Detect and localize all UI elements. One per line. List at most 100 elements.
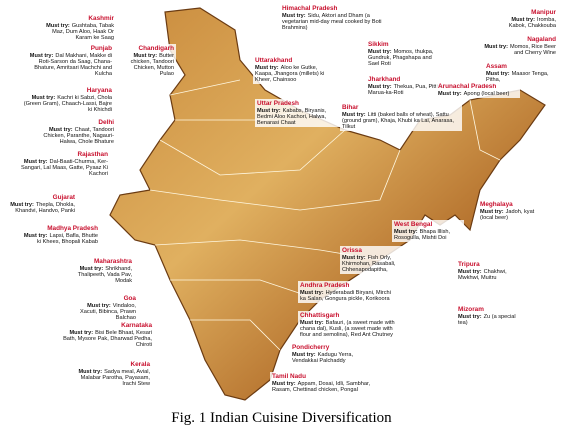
region-name: Uttarakhand xyxy=(255,57,293,64)
region-name: Punjab xyxy=(90,45,112,52)
region-name: Madhya Pradesh xyxy=(47,225,98,232)
region-label: Kerala Must try: Sadya meal, Avial, Malaba… xyxy=(70,360,152,389)
caption: Fig. 1 Indian Cuisine Diversification xyxy=(171,410,392,426)
must-try-label: Must try: xyxy=(29,52,54,59)
region-label: Karnataka Must try: Bisi Bele Bhaat, Kesar… xyxy=(58,321,154,350)
region-name: Assam xyxy=(486,63,507,70)
region-name: Nagaland xyxy=(527,36,556,43)
region-label: West Bengal Must try: Bhapa Illish, Rosogu… xyxy=(392,220,464,243)
dishes: Apong (local beer) xyxy=(463,90,510,97)
must-try-label: Must try: xyxy=(480,208,504,215)
must-try-label: Must try: xyxy=(511,16,536,23)
dishes: Bisi Bele Bhaat, Kesari Bath, Mysore Pak… xyxy=(63,329,152,349)
region-label: Bihar Must try: Litti (baked balls of whea… xyxy=(340,103,462,132)
region-name: Meghalaya xyxy=(480,201,513,208)
region-label: Uttar Pradesh Must try: Kababs, Biryanis, … xyxy=(255,99,341,128)
region-label: Nagaland Must try: Momos, Rice Beer and Ch… xyxy=(472,35,558,58)
dishes: Butter chicken, Tandoori Chicken, Mutton… xyxy=(130,52,174,78)
region-name: Karnataka xyxy=(121,322,152,329)
region-label: Chhattisgarh Must try: Bafauri, (a sweet m… xyxy=(298,311,402,340)
must-try-label: Must try: xyxy=(133,52,158,59)
must-try-label: Must try: xyxy=(79,265,104,272)
region-label: Rajasthan Must try: Dal-Baati-Churma, Ker-… xyxy=(14,150,110,179)
dishes: Bafauri, (a sweet made with chana dal), … xyxy=(300,319,395,339)
must-try-label: Must try: xyxy=(23,232,48,239)
must-try-label: Must try: xyxy=(78,368,103,375)
region-label: Chandigarh Must try: Butter chicken, Tando… xyxy=(120,44,176,79)
region-name: Uttar Pradesh xyxy=(257,100,299,107)
must-try-label: Must try: xyxy=(368,48,392,55)
must-try-label: Must try: xyxy=(342,254,366,261)
dishes: Gushtaba, Tabak Maz, Dum Aloo, Haak Or K… xyxy=(52,22,114,42)
dishes: Thepla, Dhokla, Khandvi, Handvo, Panki xyxy=(15,201,75,214)
must-try-label: Must try: xyxy=(438,90,462,97)
region-label: Punjab Must try: Dal Makhani, Makke di Rot… xyxy=(18,44,114,79)
dishes: Fish Orly, Khirmohan, Rasabali, Chhenapo… xyxy=(342,254,396,274)
dishes: Momos, Rice Beer and Cherry Wine xyxy=(509,43,556,56)
must-try-label: Must try: xyxy=(48,126,73,133)
region-name: Chandigarh xyxy=(138,45,174,52)
dishes: Sadya meal, Avial, Malabar Parotha, Paya… xyxy=(80,368,150,388)
must-try-label: Must try: xyxy=(255,64,279,71)
dishes: Sidu, Aktori and Dham (a vegetarian mid-… xyxy=(282,12,382,32)
region-label: Maharashtra Must try: Shrikhand, Thalipeet… xyxy=(58,257,134,286)
region-label: Madhya Pradesh Must try: Lapsi, Bafla, Bhu… xyxy=(20,224,100,247)
region-label: Himachal Pradesh Must try: Sidu, Aktori an… xyxy=(280,4,390,33)
dishes: Thekua, Pua, Pittha, Marua-ka-Roti xyxy=(368,83,445,96)
must-try-label: Must try: xyxy=(23,158,48,165)
dishes: Shrikhand, Thalipeeth, Vada Pav, Modak xyxy=(77,265,132,285)
region-name: Jharkhand xyxy=(368,76,401,83)
dishes: Dal Makhani, Makke di Roti-Sarson da Saa… xyxy=(34,52,112,78)
india-map xyxy=(109,7,546,401)
dishes: Lapsi, Bafla, Bhutte ki Khees, Bhopali K… xyxy=(37,232,98,245)
region-name: Kashmir xyxy=(88,15,114,22)
region-label: Kashmir Must try: Gushtaba, Tabak Maz, Dum… xyxy=(40,14,116,43)
dishes: Litti (baked balls of wheat), Sattu (gro… xyxy=(342,111,454,131)
region-label: Haryana Must try: Kachri ki Sabzi, Chola (… xyxy=(18,86,114,115)
must-try-label: Must try: xyxy=(486,70,510,77)
region-label: Jharkhand Must try: Thekua, Pua, Pittha, M… xyxy=(366,75,448,98)
must-try-label: Must try: xyxy=(458,313,482,320)
region-label: Goa Must try: Vindaloo, Xacuti, Bibinca, P… xyxy=(68,294,138,323)
region-name: Bihar xyxy=(342,104,359,111)
region-name: Delhi xyxy=(98,119,114,126)
dishes: Maasor Tenga, Pitha, xyxy=(486,70,549,83)
must-try-label: Must try: xyxy=(300,289,324,296)
region-name: Orissa xyxy=(342,247,362,254)
region-label: Tamil Nadu Must try: Appam, Dosai, Idli, S… xyxy=(270,372,382,395)
dishes: Zu (a special tea) xyxy=(458,313,516,326)
dishes: Kadugu Yerra, Vendakkai Palchaddy xyxy=(292,351,354,364)
region-label: Tripura Must try: Chakhwi, Mwkhwi, Muitru xyxy=(456,260,528,283)
dishes: Kababs, Biryanis, Bedmi Aloo Kachori, Ha… xyxy=(257,107,327,127)
region-name: Gujarat xyxy=(52,194,75,201)
region-label: Gujarat Must try: Thepla, Dhokla, Khandvi,… xyxy=(5,193,77,216)
dishes: Hyderabadi Biryani, Mirchi ka Salan, Gon… xyxy=(300,289,391,302)
region-name: West Bengal xyxy=(394,221,433,228)
region-name: Mizoram xyxy=(458,306,484,313)
region-label: Sikkim Must try: Momos, thukpa, Gundruk, P… xyxy=(366,40,438,69)
must-try-label: Must try: xyxy=(257,107,281,114)
region-name: Rajasthan xyxy=(77,151,108,158)
must-try-label: Must try: xyxy=(46,22,70,29)
must-try-label: Must try: xyxy=(394,228,418,235)
must-try-label: Must try: xyxy=(282,12,306,19)
must-try-label: Must try: xyxy=(300,319,324,326)
region-name: Tripura xyxy=(458,261,480,268)
region-name: Arunachal Pradesh xyxy=(438,83,497,90)
region-label: Mizoram Must try: Zu (a special tea) xyxy=(456,305,528,328)
dishes: Vindaloo, Xacuti, Bibinca, Prawn Balchao xyxy=(80,302,136,322)
dishes: Bhapa Illish, Rosogulla, Mishti Doi xyxy=(394,228,451,241)
must-try-label: Must try: xyxy=(69,329,94,336)
region-name: Kerala xyxy=(130,361,150,368)
region-name: Tamil Nadu xyxy=(272,373,306,380)
region-name: Haryana xyxy=(86,87,112,94)
dishes: Chakhwi, Mwkhwi, Muitru xyxy=(458,268,507,281)
region-label: Meghalaya Must try: Jadoh, kyat (local bee… xyxy=(478,200,550,223)
region-label: Delhi Must try: Chaat, Tandoori Chicken, P… xyxy=(36,118,116,147)
region-name: Sikkim xyxy=(368,41,389,48)
region-name: Manipur xyxy=(531,9,556,16)
dishes: Dal-Baati-Churma, Ker-Sangari, Lal Maas,… xyxy=(20,158,108,178)
dishes: Aloo ke Gutke, Kaapa, Jhangora (millets)… xyxy=(255,64,325,84)
must-try-label: Must try: xyxy=(484,43,508,50)
